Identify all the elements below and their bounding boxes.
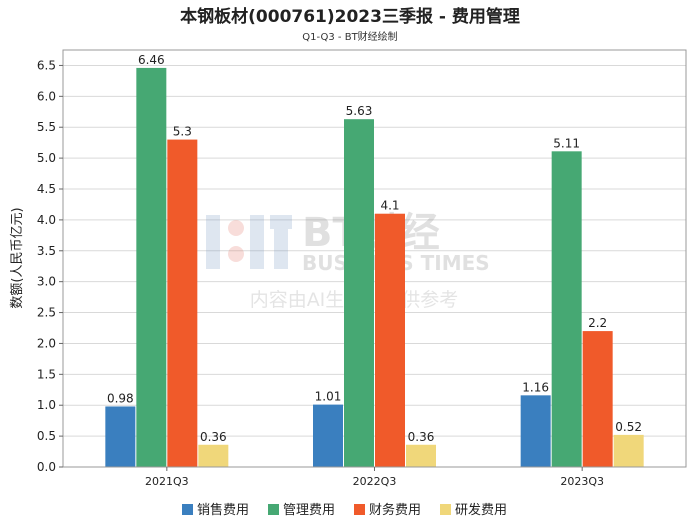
bar-value-label: 6.46 [138, 53, 165, 67]
bar [105, 406, 136, 467]
y-axis-label: 数额(人民币亿元) [10, 207, 25, 308]
bar-value-label: 0.36 [408, 430, 435, 444]
y-tick-label: 6.0 [37, 89, 56, 103]
bar [406, 444, 436, 467]
bar-value-label: 0.98 [107, 391, 134, 405]
y-tick-label: 4.5 [37, 182, 56, 196]
legend-label: 财务费用 [369, 502, 421, 518]
bar [613, 434, 644, 467]
y-tick-label: 5.0 [37, 151, 56, 165]
bar [344, 119, 374, 468]
bar [167, 139, 198, 468]
y-tick-label: 3.0 [37, 275, 56, 289]
bar [313, 404, 343, 467]
y-tick-label: 2.5 [37, 306, 56, 320]
legend-label: 管理费用 [283, 503, 335, 518]
y-tick-label: 0.0 [37, 460, 56, 474]
bar-value-label: 0.52 [615, 420, 642, 434]
y-tick-label: 2.0 [37, 336, 56, 350]
bar-value-label: 4.1 [380, 199, 399, 213]
y-tick-label: 1.0 [37, 398, 56, 412]
bar-value-label: 1.01 [315, 390, 342, 404]
y-axis-ticks: 0.0 0.5 1.0 1.5 2.0 2.5 3.0 3.5 4.0 4.5 5.0 5.5 6.0 6… [37, 58, 63, 474]
y-tick-label: 4.0 [37, 213, 56, 227]
y-tick-label: 0.5 [37, 429, 56, 443]
bar-value-label: 5.3 [173, 125, 192, 139]
y-tick-label: 6.5 [37, 58, 56, 72]
watermark-logo-icon [206, 215, 292, 269]
y-tick-label: 1.5 [37, 367, 56, 381]
x-tick-label: 2023Q3 [560, 475, 604, 488]
legend: 销售费用 管理费用 财务费用 研发费用 [182, 502, 507, 518]
x-axis-ticks: 2021Q3 2022Q3 2023Q3 [145, 467, 604, 488]
gridlines [63, 64, 686, 468]
bar-value-label: 2.2 [588, 316, 607, 330]
legend-label: 销售费用 [197, 502, 249, 518]
x-tick-label: 2022Q3 [353, 475, 397, 488]
chart-title: 本钢板材(000761)2023三季报 - 费用管理 [180, 6, 520, 27]
bar [520, 395, 551, 467]
bars [105, 67, 644, 468]
bar [136, 67, 167, 467]
bar [582, 331, 613, 467]
bar [551, 151, 582, 467]
bar-value-label: 5.11 [553, 136, 580, 150]
legend-swatch [354, 504, 365, 515]
bar-value-label: 1.16 [522, 380, 549, 394]
legend-swatch [182, 504, 193, 515]
bar-value-label: 0.36 [200, 430, 227, 444]
y-tick-label: 3.5 [37, 244, 56, 258]
data-labels: 0.98 6.46 5.3 0.36 1.01 5.63 4.1 0.36 1.16 5.11 2.… [107, 53, 642, 444]
x-tick-label: 2021Q3 [145, 475, 189, 488]
legend-label: 研发费用 [455, 502, 507, 518]
bar [198, 444, 229, 467]
y-tick-label: 5.5 [37, 120, 56, 134]
bar-value-label: 5.63 [346, 104, 373, 118]
legend-swatch [440, 504, 451, 515]
chart-subtitle: Q1-Q3 - BT财经绘制 [302, 30, 397, 43]
bar [375, 213, 405, 467]
legend-swatch [268, 504, 279, 515]
